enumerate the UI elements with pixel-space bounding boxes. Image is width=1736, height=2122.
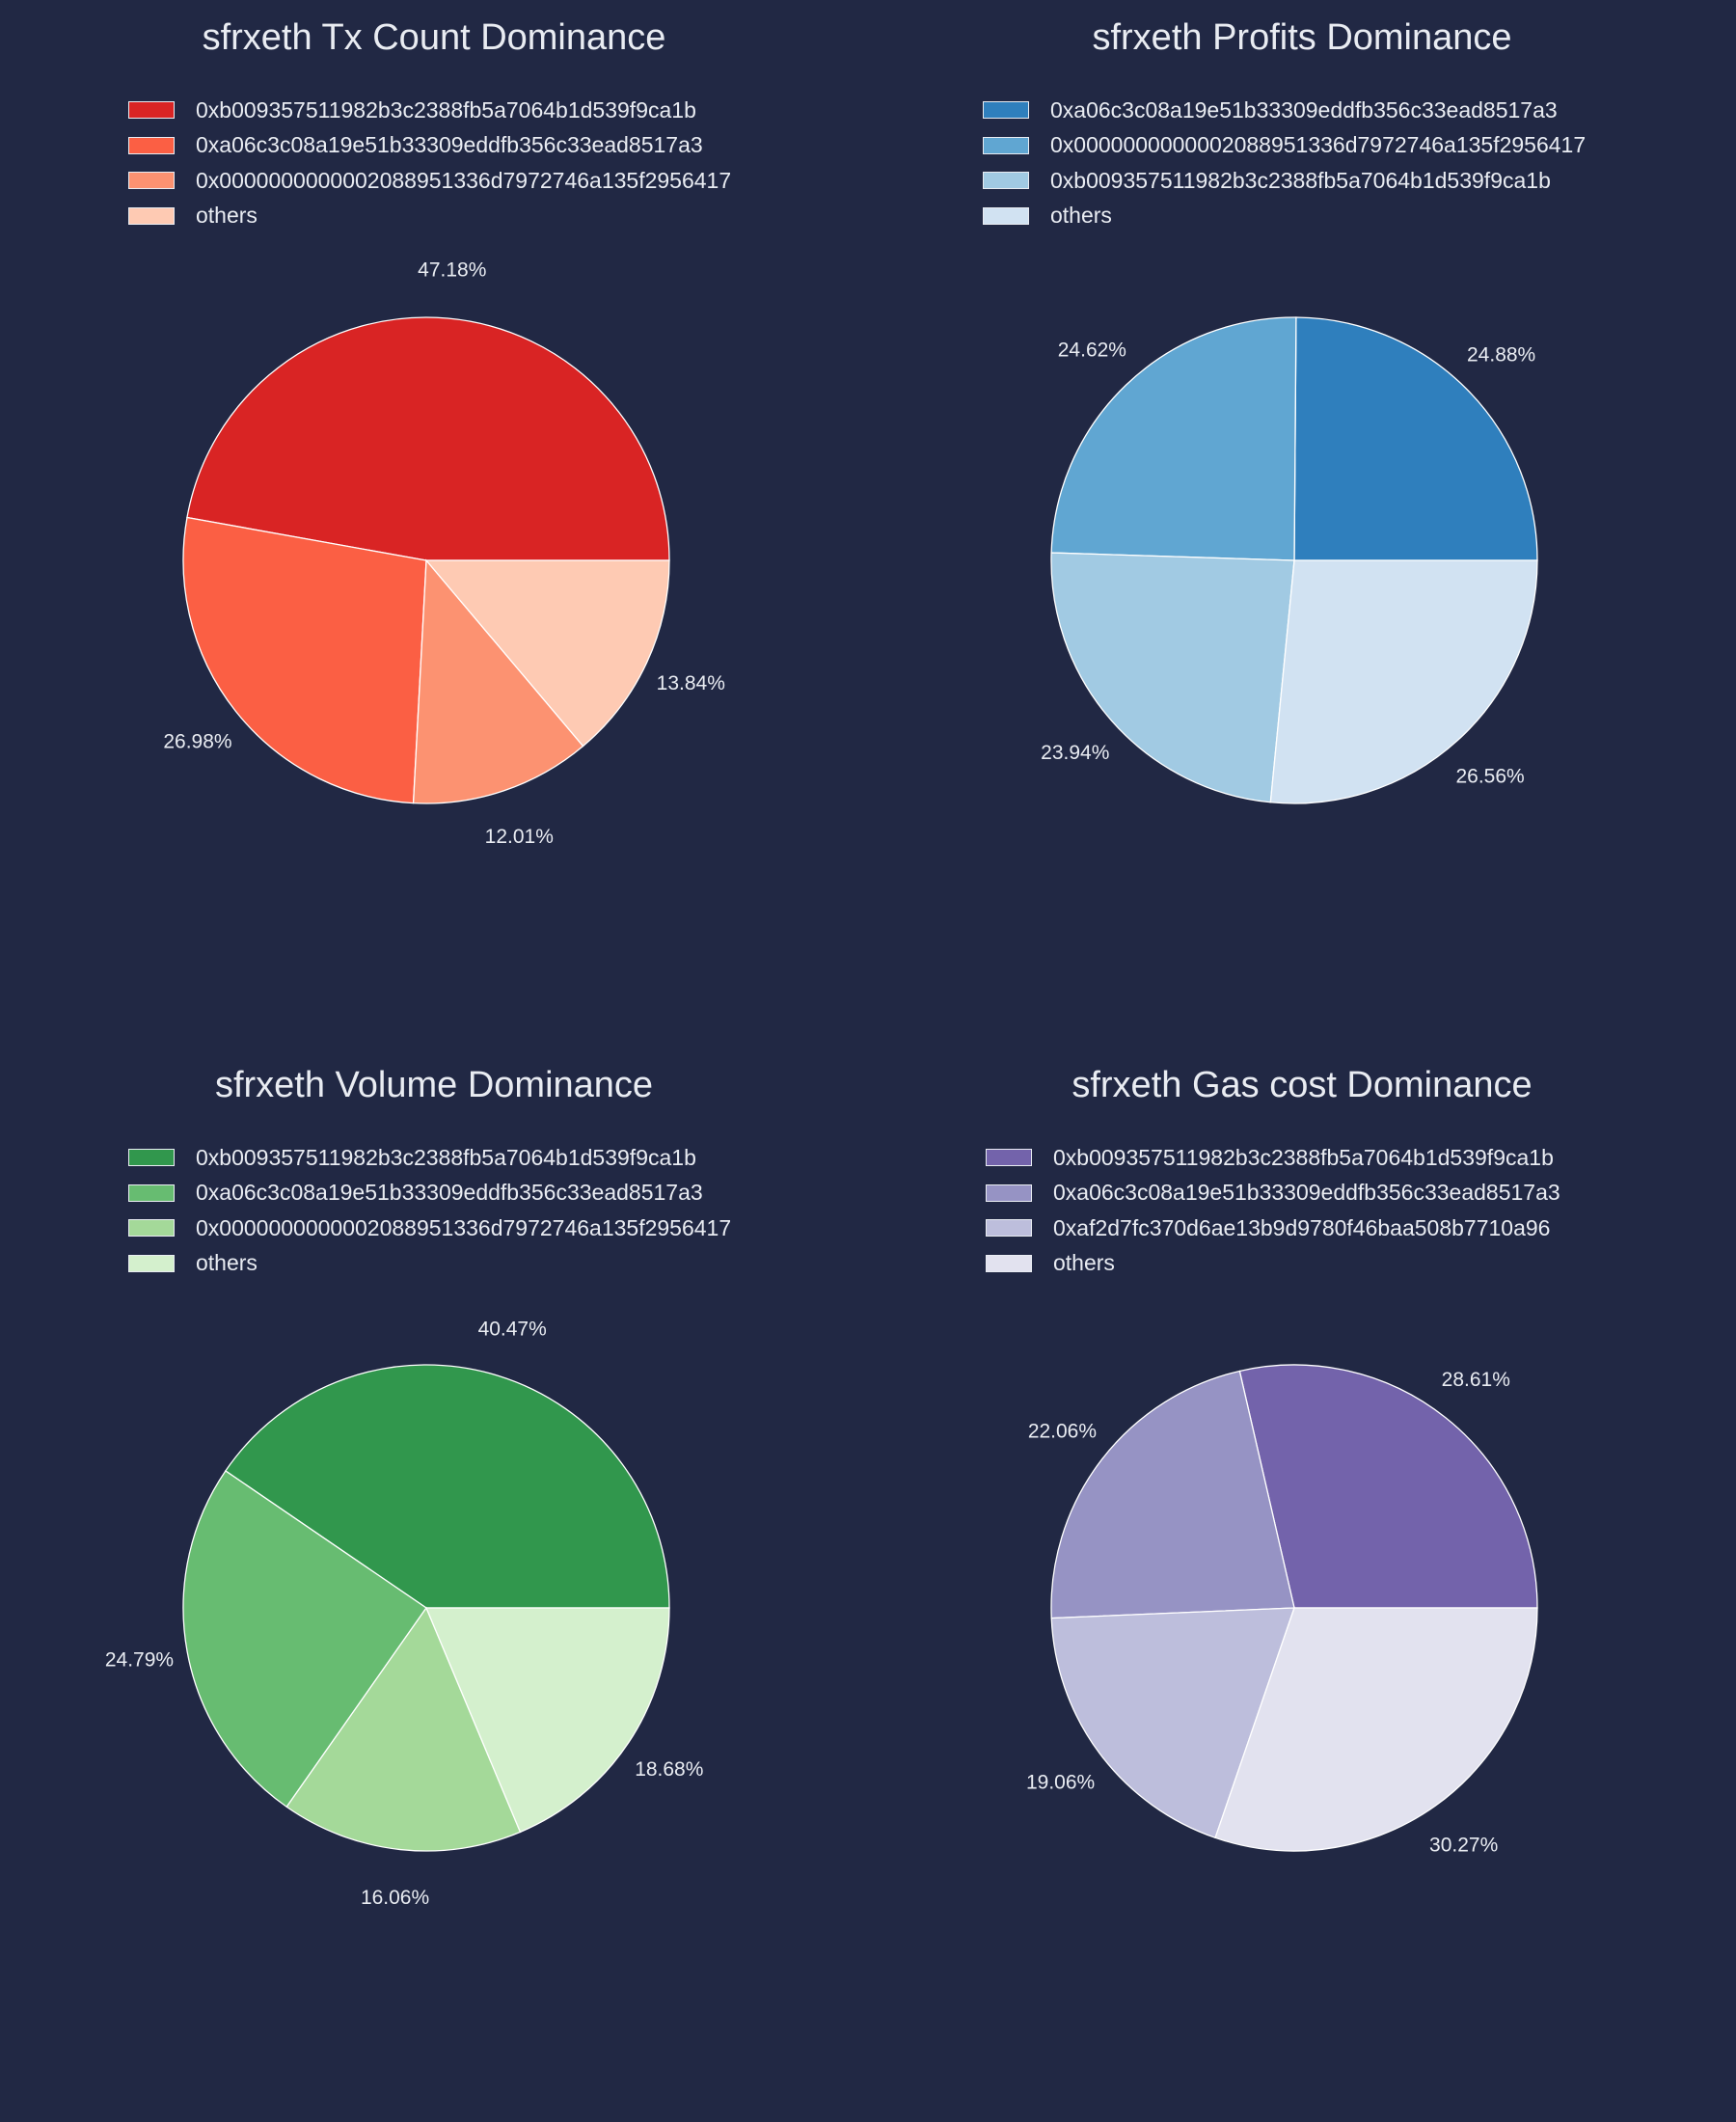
pie-slice	[1050, 1607, 1295, 1839]
legend-swatch	[986, 1254, 1032, 1272]
pie-slice	[425, 1607, 670, 1834]
legend-item: 0xa06c3c08a19e51b33309eddfb356c33ead8517…	[986, 1176, 1560, 1211]
chart-title: sfrxeth Gas cost Dominance	[1071, 1065, 1533, 1105]
legend-label: 0xaf2d7fc370d6ae13b9d9780f46baa508b7710a…	[1053, 1214, 1551, 1240]
legend-label: 0xa06c3c08a19e51b33309eddfb356c33ead8517…	[196, 1180, 703, 1206]
legend-item: 0xb009357511982b3c2388fb5a7064b1d539f9ca…	[128, 1140, 731, 1176]
pie-plot: 40.47% 24.79% 16.06% 18.68%	[105, 1319, 704, 1910]
legend-label: others	[1050, 203, 1112, 229]
chart-legend: 0xb009357511982b3c2388fb5a7064b1d539f9ca…	[128, 93, 731, 233]
legend-item: 0xb009357511982b3c2388fb5a7064b1d539f9ca…	[128, 93, 731, 128]
legend-label: 0x0000000000002088951336d7972746a135f295…	[196, 1214, 732, 1240]
legend-swatch	[983, 136, 1029, 154]
pie-plot: 28.61% 22.06% 19.06% 30.27%	[1026, 1364, 1538, 1857]
legend-label: 0x0000000000002088951336d7972746a135f295…	[196, 167, 732, 193]
profits-chart: sfrxeth Profits Dominance 0xa06c3c08a19e…	[868, 0, 1736, 1047]
slice-percent-label: 40.47%	[478, 1319, 547, 1341]
pie-plot: 24.88% 24.62% 23.94% 26.56%	[1041, 316, 1538, 804]
pie-slice	[224, 1364, 670, 1609]
legend-swatch	[128, 206, 175, 225]
chart-legend: 0xb009357511982b3c2388fb5a7064b1d539f9ca…	[986, 1140, 1560, 1281]
legend-item: 0xa06c3c08a19e51b33309eddfb356c33ead8517…	[128, 128, 731, 164]
legend-label: 0xb009357511982b3c2388fb5a7064b1d539f9ca…	[196, 96, 696, 122]
legend-item: 0xb009357511982b3c2388fb5a7064b1d539f9ca…	[983, 163, 1586, 199]
pie-slice	[1238, 1364, 1538, 1609]
gas-cost-chart: sfrxeth Gas cost Dominance 0xb0093575119…	[868, 1047, 1736, 2095]
pie-slice	[182, 516, 427, 804]
legend-item: 0xa06c3c08a19e51b33309eddfb356c33ead8517…	[128, 1176, 731, 1211]
legend-swatch	[128, 136, 175, 154]
slice-percent-label: 12.01%	[485, 826, 554, 848]
pie-slice	[412, 558, 584, 804]
chart-legend: 0xa06c3c08a19e51b33309eddfb356c33ead8517…	[983, 93, 1586, 233]
pie-plot: 47.18% 26.98% 12.01% 13.84%	[163, 258, 725, 848]
legend-label: 0xa06c3c08a19e51b33309eddfb356c33ead8517…	[1053, 1180, 1560, 1206]
legend-item: others	[128, 1246, 731, 1282]
slice-percent-label: 28.61%	[1442, 1369, 1510, 1391]
pie-slice	[1050, 1370, 1295, 1619]
slice-percent-label: 13.84%	[657, 672, 725, 694]
legend-swatch	[986, 1149, 1032, 1167]
pie-slice	[1214, 1607, 1538, 1852]
legend-swatch	[986, 1183, 1032, 1202]
tx-count-chart: sfrxeth Tx Count Dominance 0xb0093575119…	[0, 0, 868, 1047]
slice-percent-label: 26.56%	[1455, 766, 1524, 788]
legend-swatch	[128, 1149, 175, 1167]
pie-slice	[424, 559, 670, 748]
pie-slice	[1269, 559, 1538, 804]
legend-swatch	[983, 101, 1029, 120]
slice-percent-label: 18.68%	[635, 1758, 703, 1781]
chart-title: sfrxeth Volume Dominance	[214, 1065, 654, 1105]
legend-swatch	[986, 1219, 1032, 1238]
legend-swatch	[128, 172, 175, 190]
pie-slice	[186, 316, 670, 561]
slice-percent-label: 19.06%	[1026, 1771, 1095, 1793]
legend-label: 0xa06c3c08a19e51b33309eddfb356c33ead8517…	[1050, 96, 1558, 122]
chart-title: sfrxeth Tx Count Dominance	[202, 17, 666, 58]
pie-slice	[182, 1470, 427, 1809]
pie-slice	[1050, 316, 1297, 561]
legend-item: others	[983, 199, 1586, 234]
legend-item: 0x0000000000002088951336d7972746a135f295…	[128, 163, 731, 199]
legend-label: others	[196, 203, 258, 229]
legend-swatch	[128, 101, 175, 120]
legend-label: others	[1053, 1250, 1115, 1276]
legend-swatch	[128, 1183, 175, 1202]
legend-label: 0x0000000000002088951336d7972746a135f295…	[1050, 132, 1587, 158]
slice-percent-label: 47.18%	[418, 258, 486, 281]
slice-percent-label: 24.79%	[105, 1649, 174, 1672]
legend-item: 0x0000000000002088951336d7972746a135f295…	[128, 1211, 731, 1246]
legend-item: 0xb009357511982b3c2388fb5a7064b1d539f9ca…	[986, 1140, 1560, 1176]
legend-label: 0xb009357511982b3c2388fb5a7064b1d539f9ca…	[1053, 1144, 1554, 1170]
legend-label: 0xb009357511982b3c2388fb5a7064b1d539f9ca…	[1050, 167, 1551, 193]
legend-item: others	[986, 1246, 1560, 1282]
slice-percent-label: 16.06%	[361, 1887, 429, 1909]
legend-item: 0x0000000000002088951336d7972746a135f295…	[983, 128, 1586, 164]
legend-label: 0xb009357511982b3c2388fb5a7064b1d539f9ca…	[196, 1144, 696, 1170]
slice-percent-label: 23.94%	[1041, 742, 1109, 764]
legend-swatch	[983, 206, 1029, 225]
legend-label: 0xa06c3c08a19e51b33309eddfb356c33ead8517…	[196, 132, 703, 158]
legend-swatch	[983, 172, 1029, 190]
chart-legend: 0xb009357511982b3c2388fb5a7064b1d539f9ca…	[128, 1140, 731, 1281]
slice-percent-label: 26.98%	[163, 730, 231, 752]
legend-item: 0xa06c3c08a19e51b33309eddfb356c33ead8517…	[983, 93, 1586, 128]
pie-slice	[1293, 316, 1538, 561]
pie-slice	[285, 1606, 522, 1852]
volume-chart: sfrxeth Volume Dominance 0xb009357511982…	[0, 1047, 868, 2095]
slice-percent-label: 30.27%	[1429, 1835, 1498, 1857]
legend-swatch	[128, 1219, 175, 1238]
pie-slice	[1050, 552, 1295, 803]
legend-item: others	[128, 199, 731, 234]
legend-swatch	[128, 1254, 175, 1272]
slice-percent-label: 24.62%	[1058, 340, 1126, 362]
slice-percent-label: 24.88%	[1467, 343, 1535, 366]
legend-label: others	[196, 1250, 258, 1276]
slice-percent-label: 22.06%	[1028, 1420, 1097, 1442]
legend-item: 0xaf2d7fc370d6ae13b9d9780f46baa508b7710a…	[986, 1211, 1560, 1246]
chart-title: sfrxeth Profits Dominance	[1092, 17, 1512, 58]
